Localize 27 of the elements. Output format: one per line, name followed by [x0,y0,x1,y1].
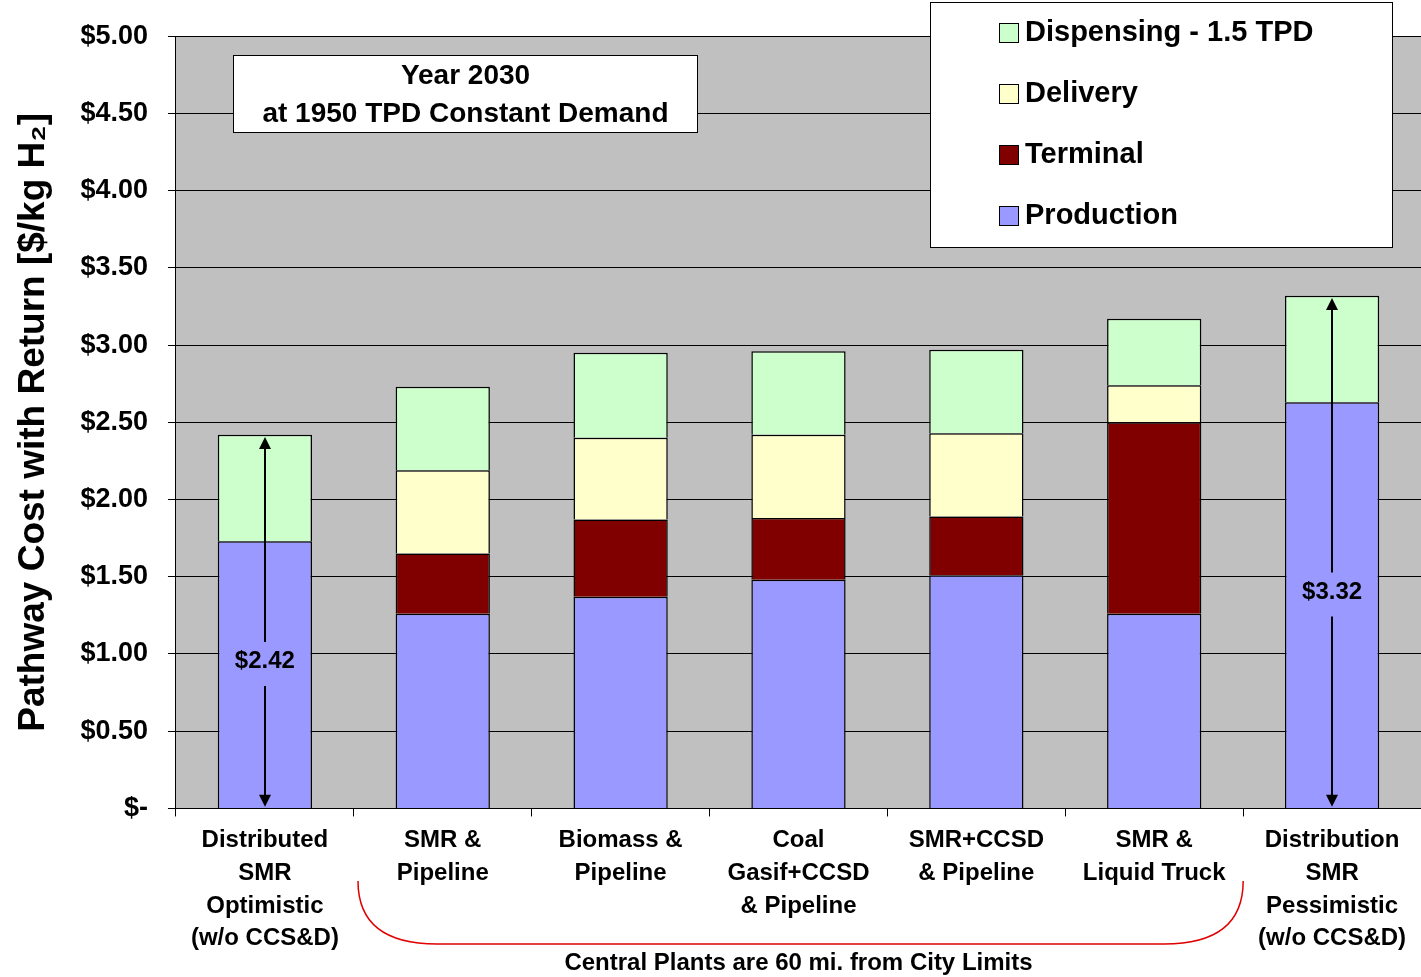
legend-label: Terminal [1025,137,1144,171]
y-tick-label: $3.00 [80,328,148,359]
legend-label: Production [1025,198,1179,232]
annotation: $2.42 [234,646,295,674]
text: Central Plants are 60 mi. from City Limits [564,947,1033,975]
x-tick-label: SMR & Liquid Truck [1082,825,1227,886]
y-tick-label: $5.00 [80,19,148,50]
legend-label: Delivery [1025,76,1138,110]
y-tick-label: $4.50 [80,96,148,127]
y-tick-label: $- [123,791,148,822]
x-tick-label: Coal Gasif+CCSD & Pipeline [727,825,870,918]
y-tick-label: $3.50 [80,251,148,282]
annotation: Year 2030 at 1950 TPD Constant Demand [233,55,698,133]
y-tick-label: $0.50 [80,714,148,745]
x-tick-label: SMR+CCSD & Pipeline [908,825,1045,886]
x-tick-label: Distribution SMR Pessimistic (w/o CCS&D) [1258,825,1407,951]
x-tick-label: Distributed SMR Optimistic (w/o CCS&D) [190,825,339,951]
y-tick-label: $2.00 [80,483,148,513]
annotation: $3.32 [1302,576,1363,604]
y-tick-label: $4.00 [80,174,148,205]
x-tick-label: SMR & Pipeline [396,825,489,886]
y-tick-label: $2.50 [80,405,148,436]
y-tick-label: $1.00 [80,637,148,668]
legend-label: Dispensing - 1.5 TPD [1025,15,1314,49]
y-axis-title: Pathway Cost with Return [$/kg H₂] [11,112,53,732]
y-tick-label: $1.50 [80,560,148,591]
x-tick-label: Biomass & Pipeline [558,825,683,886]
